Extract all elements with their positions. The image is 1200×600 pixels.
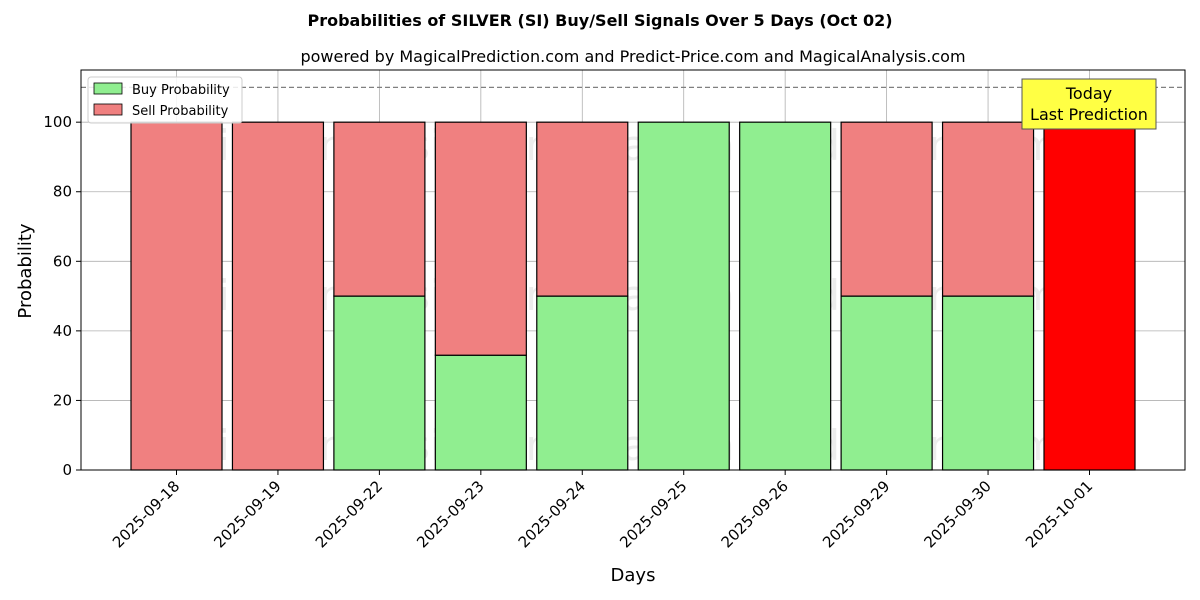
today-annotation: Today Last Prediction bbox=[1021, 78, 1157, 130]
bar-buy-2025-09-25 bbox=[637, 121, 730, 471]
x-tick-label: 2025-09-18 bbox=[109, 477, 183, 551]
x-tick-label: 2025-09-26 bbox=[718, 477, 792, 551]
legend-frame bbox=[87, 76, 243, 124]
bar-buy-2025-09-22 bbox=[333, 295, 426, 471]
y-tick-label: 20 bbox=[53, 391, 72, 409]
y-tick-label: 100 bbox=[43, 113, 72, 131]
bar-sell-2025-09-30 bbox=[941, 121, 1035, 297]
bar-buy-2025-09-26 bbox=[739, 121, 832, 471]
y-axis-label: Probability bbox=[15, 223, 36, 318]
x-tick-label: 2025-09-22 bbox=[312, 477, 386, 551]
x-tick-label: 2025-09-25 bbox=[616, 477, 690, 551]
bars bbox=[130, 121, 1136, 471]
bar-buy-2025-09-30 bbox=[941, 295, 1035, 471]
y-axis-ticks: 0 20 40 60 80 100 bbox=[43, 113, 81, 479]
x-tick-label: 2025-09-19 bbox=[210, 477, 284, 551]
y-tick-label: 0 bbox=[62, 461, 72, 479]
x-tick-label: 2025-09-30 bbox=[921, 477, 995, 551]
x-tick-label: 2025-09-29 bbox=[819, 477, 893, 551]
legend-swatch-buy bbox=[93, 82, 123, 95]
bar-sell-2025-09-18 bbox=[130, 121, 223, 471]
chart-subtitle: powered by MagicalPrediction.com and Pre… bbox=[300, 47, 965, 66]
bar-sell-2025-09-23 bbox=[434, 121, 527, 356]
x-tick-label: 2025-09-23 bbox=[413, 477, 487, 551]
bar-buy-2025-09-24 bbox=[536, 295, 629, 471]
plot-frame bbox=[80, 69, 1186, 471]
legend-label-sell: Sell Probability bbox=[132, 104, 229, 119]
annotation-line-2: Last Prediction bbox=[1030, 105, 1148, 124]
x-axis-ticks: 2025-09-18 2025-09-19 2025-09-22 2025-09-23… bbox=[109, 470, 1096, 551]
annotation-line-1: Today bbox=[1065, 84, 1112, 103]
x-tick-label: 2025-09-24 bbox=[515, 477, 589, 551]
y-tick-label: 40 bbox=[53, 322, 72, 340]
bar-sell-2025-09-22 bbox=[333, 121, 426, 297]
bar-buy-2025-09-29 bbox=[840, 295, 933, 471]
legend-label-buy: Buy Probability bbox=[132, 83, 230, 98]
legend-swatch-sell bbox=[93, 103, 123, 116]
bar-sell-2025-09-19 bbox=[231, 121, 325, 471]
y-tick-label: 80 bbox=[53, 183, 72, 201]
legend: Buy Probability Sell Probability bbox=[87, 76, 243, 124]
y-tick-label: 60 bbox=[53, 252, 72, 270]
annotation-box bbox=[1021, 78, 1157, 130]
bar-buy-2025-09-23 bbox=[434, 354, 527, 471]
bar-sell-2025-09-29 bbox=[840, 121, 933, 297]
chart-title: Probabilities of SILVER (SI) Buy/Sell Si… bbox=[307, 11, 892, 30]
x-axis-label: Days bbox=[611, 565, 656, 586]
x-tick-label: 2025-10-01 bbox=[1022, 477, 1096, 551]
bar-sell-2025-09-24 bbox=[536, 121, 629, 297]
bar-sell-2025-10-01 bbox=[1043, 121, 1136, 471]
